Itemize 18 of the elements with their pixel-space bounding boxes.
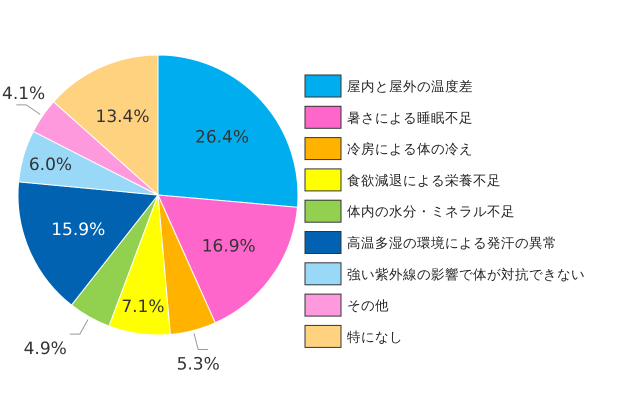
data-label: 4.1% [2, 84, 46, 104]
data-label: 26.4% [195, 127, 250, 148]
data-label: 15.9% [51, 220, 106, 240]
data-label: 6.0% [28, 154, 72, 175]
legend-label: 屋内と屋外の温度差 [347, 79, 473, 95]
data-label: 5.3% [176, 354, 220, 374]
legend-label: 暑さによる睡眠不足 [347, 110, 473, 126]
legend-label: 体内の水分・ミネラル不足 [347, 204, 515, 220]
legend-label: 強い紫外線の影響で体が対抗できない [347, 266, 585, 283]
data-label: 4.9% [24, 339, 67, 360]
data-label: 7.1% [121, 296, 165, 317]
legend-label: 特になし [347, 329, 403, 346]
legend-label: その他 [347, 298, 389, 314]
data-label: 13.4% [96, 106, 150, 127]
legend-label: 食欲減退による栄養不足 [347, 172, 501, 189]
legend-label: 冷房による体の冷え [347, 142, 473, 158]
data-label: 16.9% [202, 236, 256, 256]
legend-label: 高温多湿の環境による発汗の異常 [347, 236, 557, 252]
